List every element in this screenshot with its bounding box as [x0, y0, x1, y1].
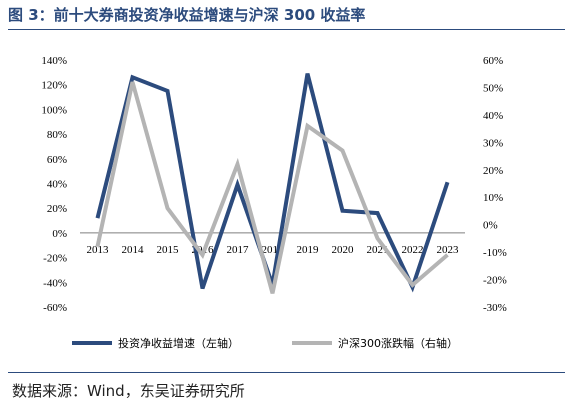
right-axis-tick-label: -10% — [483, 247, 507, 259]
x-axis-category-label: 2017 — [227, 244, 250, 256]
right-axis-tick-label: 40% — [483, 110, 503, 122]
left-axis-tick-label: 40% — [47, 179, 67, 191]
x-axis-category-label: 2019 — [297, 244, 320, 256]
left-axis-tick-label: -60% — [43, 302, 67, 314]
source-note: 数据来源：Wind，东吴证券研究所 — [12, 382, 245, 400]
chart-area: 140% 120% 100% 80% 60% 40% 20% 0% -20% -40% -60% 6… — [41, 55, 507, 350]
legend-label: 沪深300涨跌幅（右轴） — [338, 336, 458, 350]
chart-title: 图 3：前十大券商投资净收益增速与沪深 300 收益率 — [8, 6, 366, 24]
right-axis-tick-label: 60% — [483, 55, 503, 67]
left-axis-tick-label: 0% — [52, 228, 67, 240]
right-axis-tick-label: -20% — [483, 275, 507, 287]
left-axis-tick-label: 120% — [41, 80, 67, 92]
left-axis-tick-label: 60% — [47, 154, 67, 166]
right-axis-tick-label: 0% — [483, 220, 498, 232]
left-axis-tick-label: -40% — [43, 277, 67, 289]
title-rule — [8, 29, 565, 30]
series-line-csi300 — [95, 81, 449, 294]
right-axis-tick-label: -30% — [483, 302, 507, 314]
left-axis-tick-label: -20% — [43, 253, 67, 265]
series-line-investment-growth — [95, 73, 450, 293]
source-rule — [8, 372, 565, 373]
left-axis-tick-label: 20% — [47, 203, 67, 215]
x-axis-category-label: 2020 — [332, 244, 355, 256]
x-axis-category-label: 2023 — [437, 244, 460, 256]
right-axis-tick-label: 20% — [483, 165, 503, 177]
right-axis-tick-label: 50% — [483, 82, 503, 94]
x-axis-category-label: 2022 — [402, 244, 424, 256]
left-axis-tick-label: 80% — [47, 129, 67, 141]
right-axis-tick-label: 10% — [483, 192, 503, 204]
x-axis-category-label: 2015 — [157, 244, 180, 256]
legend-label: 投资净收益增速（左轴） — [118, 336, 239, 350]
right-axis-tick-label: 30% — [483, 137, 503, 149]
left-axis-tick-label: 100% — [41, 104, 67, 116]
left-axis-tick-label: 140% — [41, 55, 67, 67]
x-axis-category-label: 2014 — [122, 244, 145, 256]
x-axis-category-label: 2013 — [87, 244, 110, 256]
